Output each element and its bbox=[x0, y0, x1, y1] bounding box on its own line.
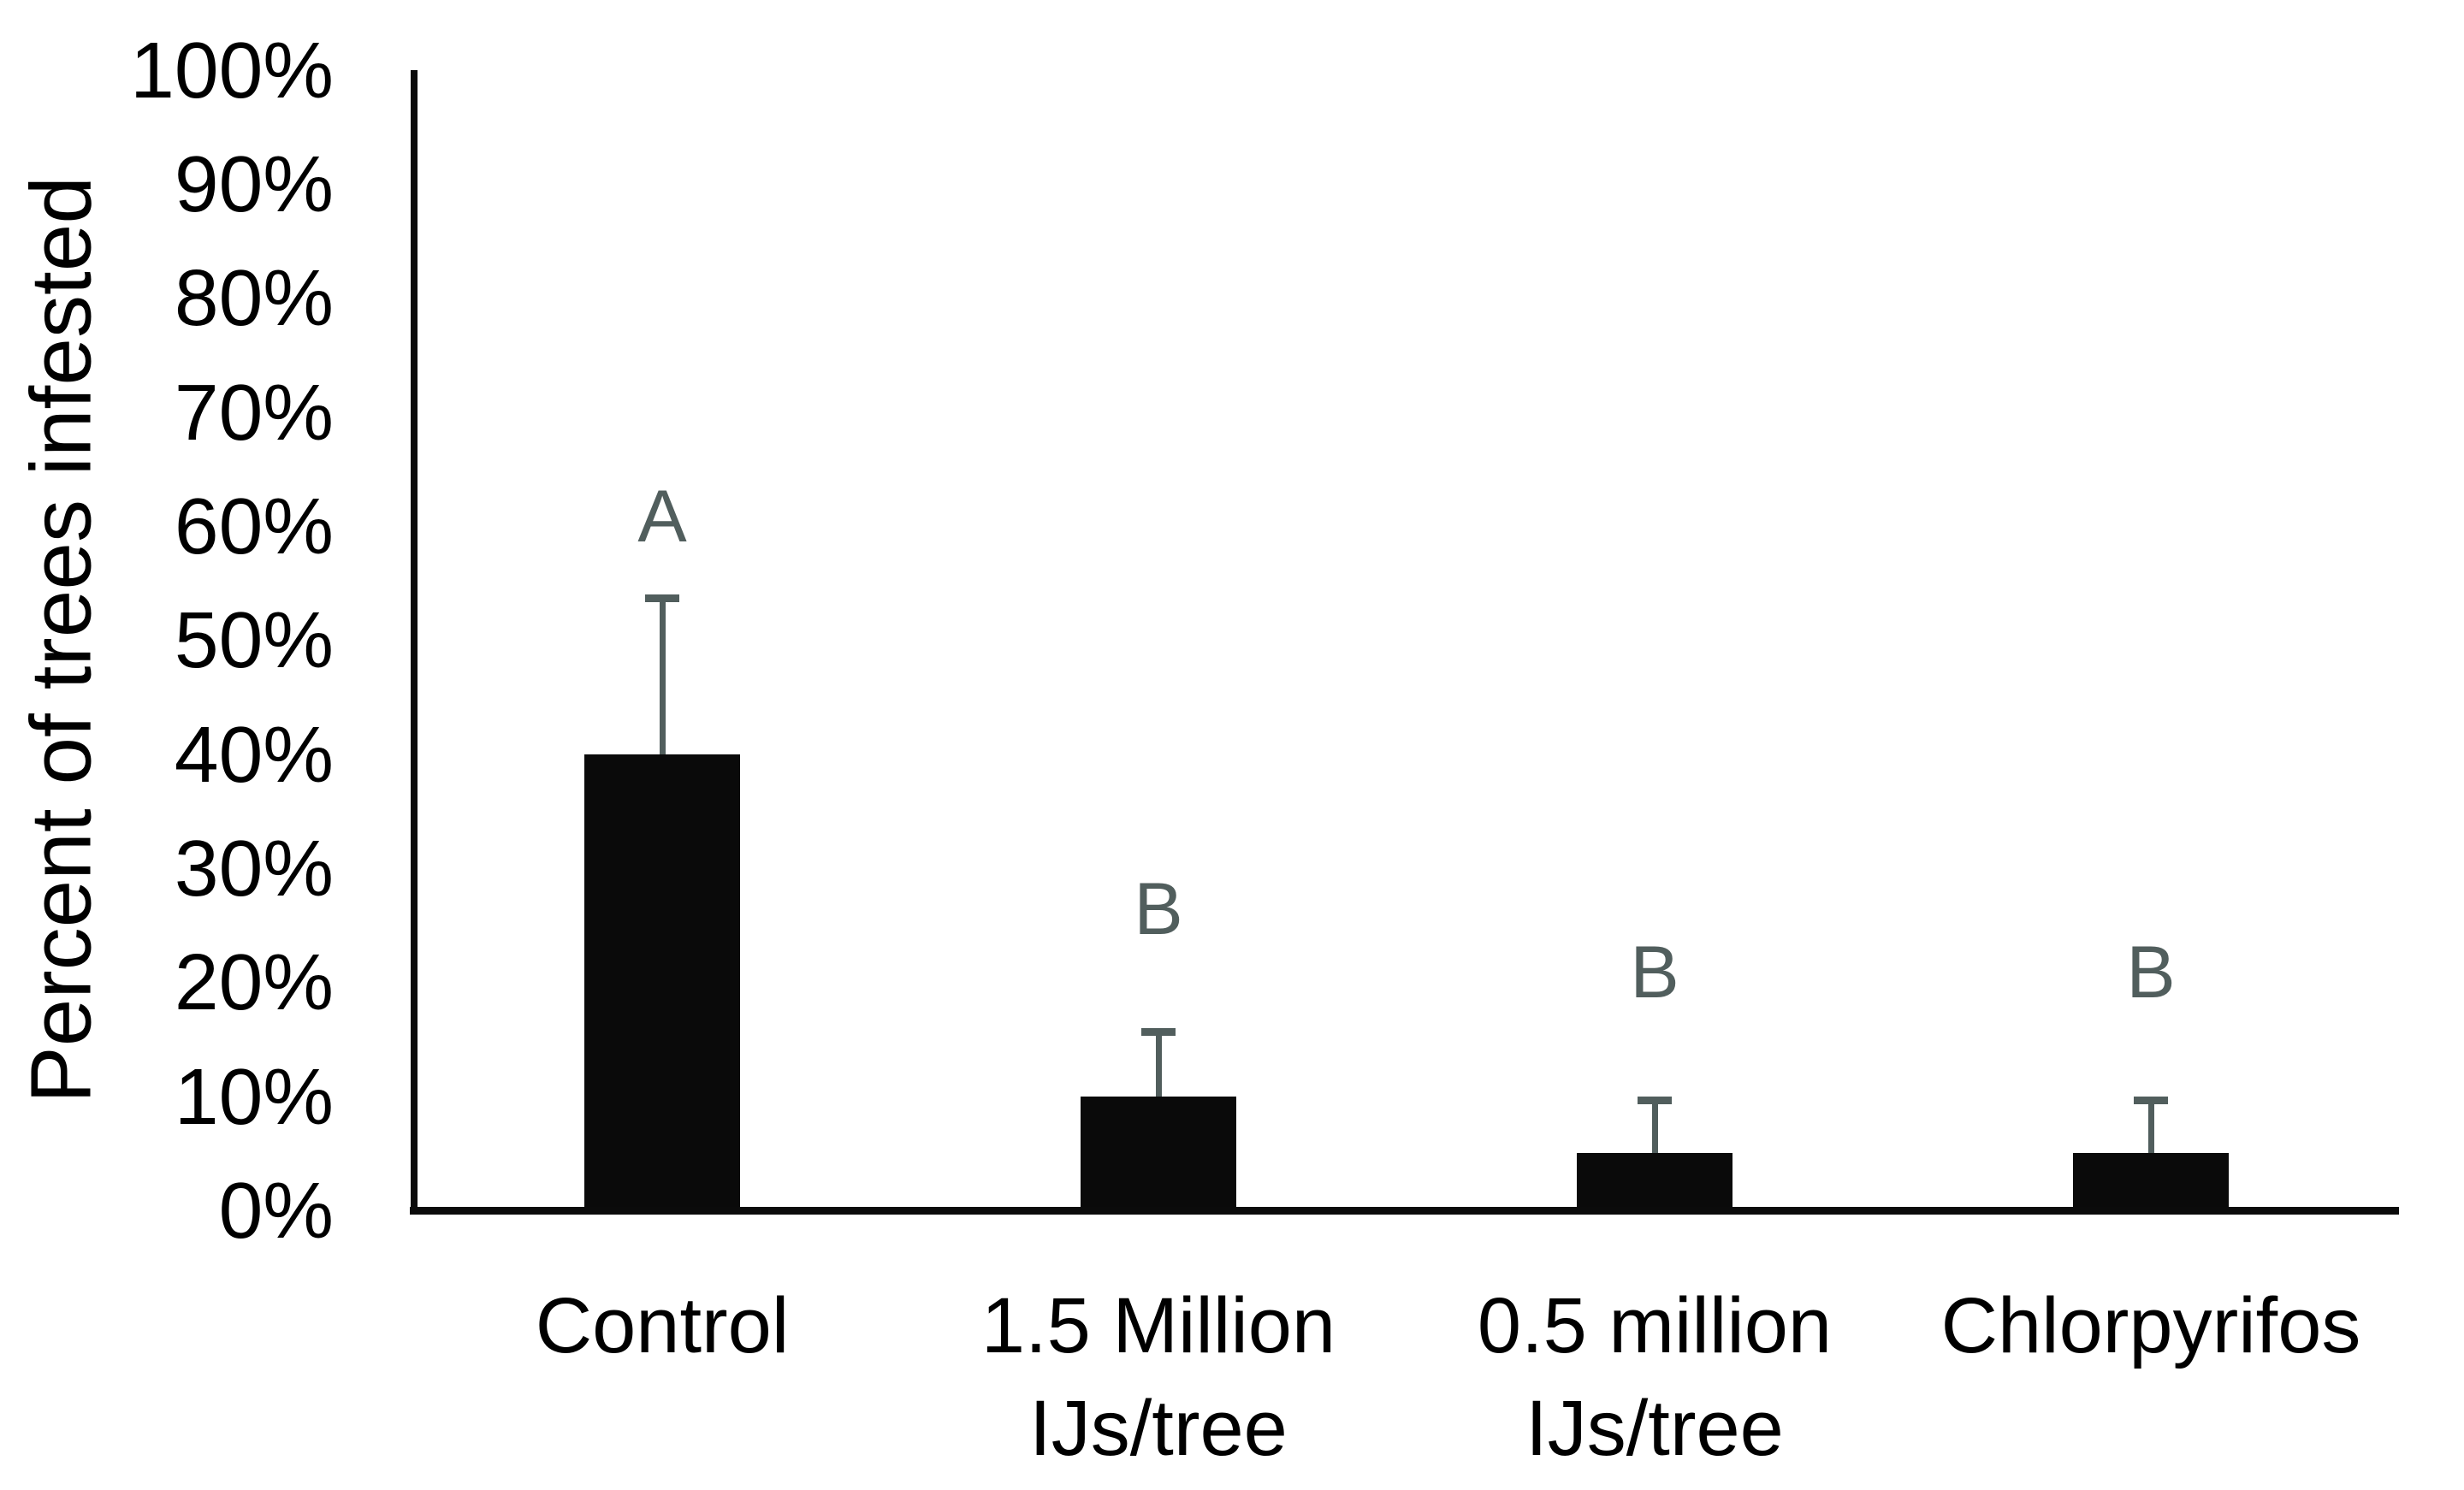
x-axis-category-label: Chlorpyrifos bbox=[1940, 1282, 2361, 1369]
y-axis-line bbox=[411, 70, 418, 1215]
x-axis-category-label: 1.5 Million IJs/tree bbox=[980, 1282, 1336, 1472]
bar bbox=[2073, 1153, 2229, 1210]
y-tick-label: 70% bbox=[174, 367, 334, 457]
y-tick-label: 20% bbox=[174, 937, 334, 1027]
error-bar-cap bbox=[2134, 1096, 2168, 1104]
y-tick-label: 40% bbox=[174, 709, 334, 799]
x-axis-line bbox=[410, 1207, 2399, 1215]
x-axis-category-label: 0.5 million IJs/tree bbox=[1477, 1282, 1833, 1472]
bar bbox=[1081, 1096, 1236, 1210]
significance-letter: B bbox=[1134, 867, 1183, 950]
significance-letter: B bbox=[1630, 931, 1679, 1014]
error-bar-line bbox=[2148, 1103, 2154, 1154]
error-bar-cap bbox=[645, 594, 679, 603]
error-bar-line bbox=[660, 602, 666, 754]
bar bbox=[1577, 1153, 1732, 1210]
y-tick-label: 30% bbox=[174, 824, 334, 913]
y-tick-label: 90% bbox=[174, 139, 334, 229]
error-bar-line bbox=[1652, 1103, 1658, 1154]
error-bar-cap bbox=[1141, 1027, 1176, 1036]
significance-letter: B bbox=[2126, 931, 2176, 1014]
error-bar-line bbox=[1156, 1035, 1162, 1097]
x-axis-category-label: Control bbox=[535, 1282, 790, 1369]
bar bbox=[584, 754, 740, 1210]
y-tick-label: 10% bbox=[174, 1051, 334, 1141]
y-tick-label: 100% bbox=[130, 25, 334, 115]
y-tick-label: 0% bbox=[218, 1166, 334, 1255]
y-tick-label: 50% bbox=[174, 595, 334, 685]
significance-letter: A bbox=[637, 476, 687, 559]
y-tick-label: 80% bbox=[174, 253, 334, 343]
error-bar-cap bbox=[1638, 1096, 1672, 1104]
y-tick-label: 60% bbox=[174, 482, 334, 571]
